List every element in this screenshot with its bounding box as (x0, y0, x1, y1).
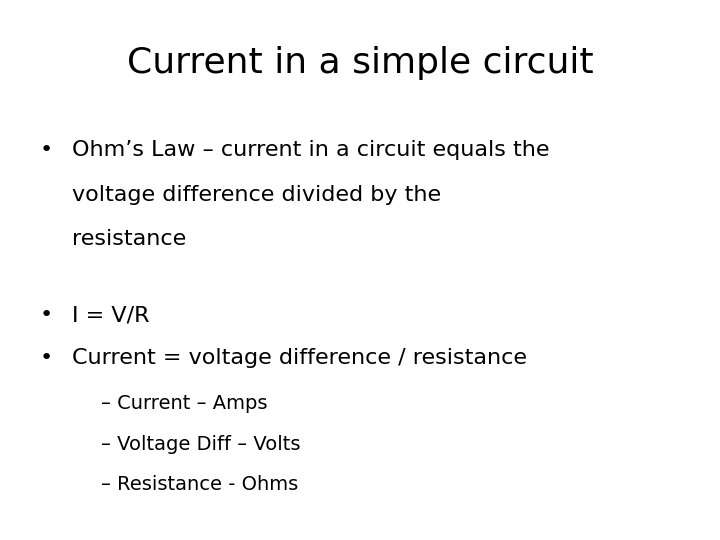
Text: •: • (40, 140, 53, 160)
Text: – Voltage Diff – Volts: – Voltage Diff – Volts (101, 435, 300, 454)
Text: I = V/R: I = V/R (72, 305, 150, 325)
Text: voltage difference divided by the: voltage difference divided by the (72, 185, 441, 205)
Text: Current = voltage difference / resistance: Current = voltage difference / resistanc… (72, 348, 527, 368)
Text: – Current – Amps: – Current – Amps (101, 394, 267, 413)
Text: – Resistance - Ohms: – Resistance - Ohms (101, 475, 298, 494)
Text: Ohm’s Law – current in a circuit equals the: Ohm’s Law – current in a circuit equals … (72, 140, 549, 160)
Text: •: • (40, 305, 53, 325)
Text: •: • (40, 348, 53, 368)
Text: Current in a simple circuit: Current in a simple circuit (127, 46, 593, 80)
Text: resistance: resistance (72, 229, 186, 249)
